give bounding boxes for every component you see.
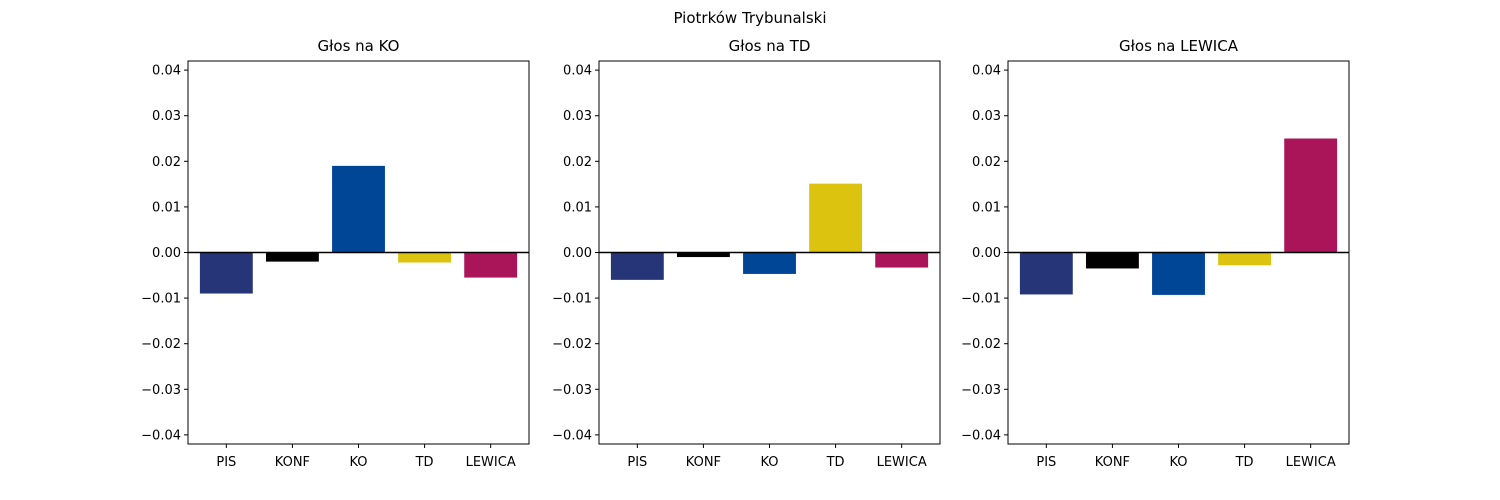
bar-td: [809, 183, 863, 253]
chart-panel-2: Głos na TD 0.04 0.03 0.02 0.01 0.00 −0.01 −0.02…: [552, 37, 941, 470]
chart-panel-1: Głos na KO 0.04 0.03 0.02 0.01 0.00 −0.01 −0.02…: [141, 37, 530, 470]
bar-konf: [1085, 252, 1139, 269]
y-tick-label: 0.00: [563, 246, 592, 261]
y-tick-label: 0.02: [563, 155, 592, 170]
y-tick-label: 0.03: [563, 109, 592, 124]
y-tick-label: 0.04: [563, 64, 592, 79]
y-tick-label: −0.04: [141, 428, 181, 443]
y-tick-label: 0.04: [972, 64, 1001, 79]
y-tick-label: −0.01: [552, 292, 592, 307]
bar-lewica: [1284, 138, 1338, 253]
bar-konf: [676, 252, 730, 258]
y-tick-label: 0.00: [972, 246, 1001, 261]
bar-pis: [199, 252, 253, 294]
y-tick-label: 0.01: [563, 200, 592, 215]
x-tick-label: LEWICA: [1286, 455, 1336, 470]
y-tick-label: 0.01: [972, 200, 1001, 215]
x-tick-label: KONF: [686, 455, 721, 470]
x-tick-label: PIS: [627, 455, 647, 470]
bar-lewica: [464, 252, 518, 278]
bar-td: [1218, 252, 1272, 266]
x-tick-label: KO: [1169, 455, 1187, 470]
bar-pis: [610, 252, 664, 280]
y-tick-label: −0.04: [961, 428, 1001, 443]
y-tick-label: −0.02: [141, 337, 181, 352]
x-tick-label: PIS: [216, 455, 236, 470]
axes-frame: [598, 60, 941, 445]
y-tick-label: −0.03: [141, 383, 181, 398]
bar-td: [398, 252, 452, 263]
y-tick-label: 0.01: [152, 200, 181, 215]
y-tick-label: −0.03: [552, 383, 592, 398]
axes-frame: [1007, 60, 1350, 445]
x-tick-label: KO: [760, 455, 778, 470]
x-tick-label: LEWICA: [466, 455, 516, 470]
y-tick-label: 0.02: [972, 155, 1001, 170]
x-tick-label: LEWICA: [877, 455, 927, 470]
x-tick-label: PIS: [1036, 455, 1056, 470]
axes-frame: [187, 60, 530, 445]
bar-ko: [1152, 252, 1205, 295]
bar-konf: [265, 252, 319, 262]
y-tick-label: 0.03: [152, 109, 181, 124]
y-tick-label: −0.04: [552, 428, 592, 443]
x-tick-label: KO: [349, 455, 367, 470]
y-tick-label: 0.04: [152, 64, 181, 79]
bar-ko: [332, 165, 385, 253]
x-tick-label: KONF: [1095, 455, 1130, 470]
x-tick-label: KONF: [275, 455, 310, 470]
y-tick-label: 0.02: [152, 155, 181, 170]
bar-pis: [1019, 252, 1073, 295]
y-tick-label: 0.03: [972, 109, 1001, 124]
y-tick-label: −0.03: [961, 383, 1001, 398]
y-tick-label: 0.00: [152, 246, 181, 261]
panel-title: Głos na TD: [729, 37, 811, 55]
bar-lewica: [875, 252, 929, 268]
y-tick-label: −0.02: [552, 337, 592, 352]
y-tick-label: −0.01: [141, 292, 181, 307]
x-tick-label: TD: [415, 455, 434, 470]
y-tick-label: −0.01: [961, 292, 1001, 307]
y-tick-label: −0.02: [961, 337, 1001, 352]
panel-title: Głos na LEWICA: [1119, 37, 1239, 55]
x-tick-label: TD: [826, 455, 845, 470]
x-tick-label: TD: [1235, 455, 1254, 470]
panel-title: Głos na KO: [318, 37, 400, 55]
figure-suptitle: Piotrków Trybunalski: [673, 9, 826, 27]
chart-panel-3: Głos na LEWICA 0.04 0.03 0.02 0.01 0.00 −0.01 −…: [961, 37, 1350, 470]
bar-ko: [743, 252, 796, 274]
